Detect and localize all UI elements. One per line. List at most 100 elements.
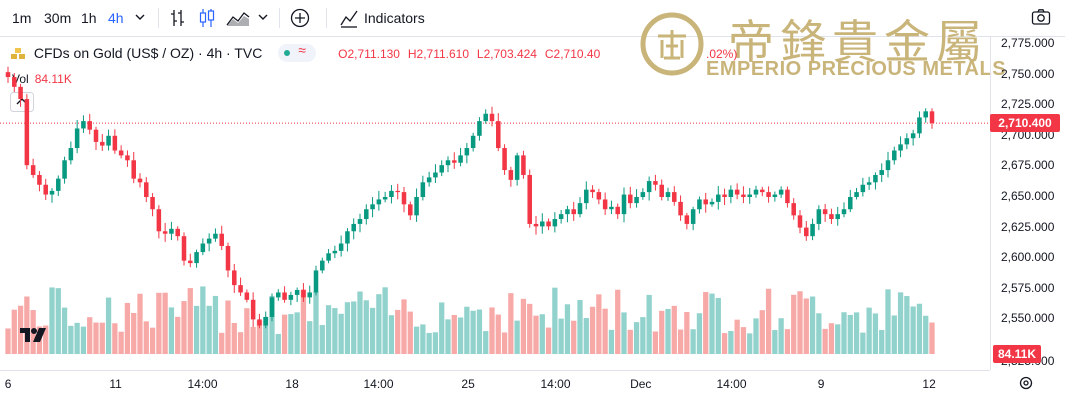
volume-bar <box>187 288 193 354</box>
add-symbol-icon[interactable] <box>290 8 310 33</box>
candle-body <box>929 111 935 124</box>
candle-body <box>772 194 778 197</box>
volume-bar <box>99 322 105 354</box>
candle-body <box>716 194 721 202</box>
candle-body <box>357 219 363 224</box>
candle-body <box>307 292 312 298</box>
volume-bar <box>263 316 269 354</box>
timeframe-1h[interactable]: 1h <box>81 10 97 26</box>
candle-body <box>408 204 413 216</box>
indicators-button[interactable]: Indicators <box>364 10 425 26</box>
chart-settings-gear-icon[interactable] <box>1018 375 1034 396</box>
volume-bar <box>313 291 319 354</box>
volume-bar <box>124 302 131 354</box>
volume-bar <box>420 324 426 354</box>
volume-bar <box>457 317 464 354</box>
volume-bar <box>558 318 564 354</box>
candle-body <box>634 197 639 204</box>
candle-body <box>810 223 815 237</box>
volume-bar <box>659 310 665 354</box>
volume-bar <box>439 302 445 354</box>
volume-bar <box>577 299 583 354</box>
candle-body <box>232 270 237 286</box>
volume-bar <box>11 309 17 354</box>
candle-body <box>276 292 281 298</box>
volume-bar <box>495 314 501 354</box>
volume-bar <box>476 309 483 354</box>
volume-bar <box>401 299 407 354</box>
time-tick-label: 14:00 <box>187 377 218 391</box>
volume-bar <box>351 301 357 354</box>
candle-body <box>848 197 853 210</box>
volume-bar <box>470 310 476 354</box>
price-tick-label: 2,625.000 <box>1001 219 1055 234</box>
ohlc-high: H2,711.610 <box>407 47 470 61</box>
volume-bar <box>602 308 608 354</box>
candlestick-chart[interactable] <box>0 36 990 370</box>
market-status-dot: ≈ <box>278 42 317 63</box>
candle-body <box>137 178 143 183</box>
volume-bar <box>652 331 659 354</box>
volume-bar <box>709 293 715 354</box>
bar-chart-type-icon[interactable] <box>170 9 186 32</box>
ohlc-open: O2,711.130 <box>338 47 400 61</box>
chevron-down-icon[interactable] <box>134 10 146 29</box>
timeframe-4h[interactable]: 4h <box>108 10 124 26</box>
candle-body <box>791 203 796 216</box>
price-axis[interactable]: 2,775.000 2,750.000 2,725.000 2,700.000 2,67… <box>990 36 1065 370</box>
camera-icon[interactable] <box>1031 8 1051 31</box>
candles-chart-type-icon[interactable] <box>198 8 216 33</box>
time-tick-label: 14:00 <box>716 377 747 391</box>
watermark-english-name: EMPERIO PRECIOUS METALS <box>706 58 1007 80</box>
volume-bar <box>640 317 646 354</box>
candle-body <box>313 270 319 293</box>
candle-body <box>169 228 174 234</box>
time-axis[interactable]: 6 11 14:00 18 14:00 25 14:00 Dec 14:00 9 12 <box>0 370 990 405</box>
candle-body <box>470 135 476 149</box>
candle-body <box>797 215 803 228</box>
time-tick-label: 11 <box>109 377 122 391</box>
symbol-title[interactable]: CFDs on Gold (US$ / OZ) · 4h · TVC <box>33 45 263 61</box>
volume-bar <box>759 310 765 354</box>
volume-bar <box>344 302 351 354</box>
candle-body <box>238 285 243 293</box>
candle-body <box>527 174 532 224</box>
price-tick-label: 2,725.000 <box>1001 97 1055 112</box>
volume-bar <box>545 327 552 354</box>
volume-bar <box>175 316 181 354</box>
candle-body <box>577 203 583 215</box>
candle-body <box>816 209 822 224</box>
volume-bar <box>445 319 451 354</box>
volume-bar <box>294 312 300 354</box>
timeframe-30m[interactable]: 30m <box>44 10 72 26</box>
candle-body <box>62 160 67 179</box>
candle-body <box>250 299 256 320</box>
volume-bar <box>193 305 200 354</box>
volume-bar <box>822 328 828 354</box>
candle-body <box>879 170 884 175</box>
volume-bar <box>162 292 168 354</box>
volume-bar <box>923 315 929 354</box>
candle-body <box>866 182 872 185</box>
volume-bar <box>413 326 420 354</box>
emperio-logo-icon <box>640 12 704 81</box>
candle-body <box>175 228 180 237</box>
time-tick-label: 6 <box>4 377 12 391</box>
candle-body <box>741 194 746 197</box>
area-chart-type-icon[interactable] <box>226 9 250 32</box>
candle-body <box>646 181 652 193</box>
candle-body <box>420 182 426 197</box>
timeframe-1m[interactable]: 1m <box>12 10 32 26</box>
volume-bar <box>747 333 753 354</box>
volume-bar <box>885 289 891 354</box>
candle-body <box>590 189 595 193</box>
candle-body <box>433 172 438 178</box>
indicators-icon[interactable] <box>339 8 359 33</box>
volume-bar <box>835 324 841 354</box>
candle-body <box>18 86 23 100</box>
volume-bar <box>244 308 250 354</box>
candle-body <box>125 155 130 161</box>
candle-body <box>860 184 866 193</box>
chevron-down-icon[interactable] <box>257 10 269 29</box>
candle-body <box>37 174 42 185</box>
